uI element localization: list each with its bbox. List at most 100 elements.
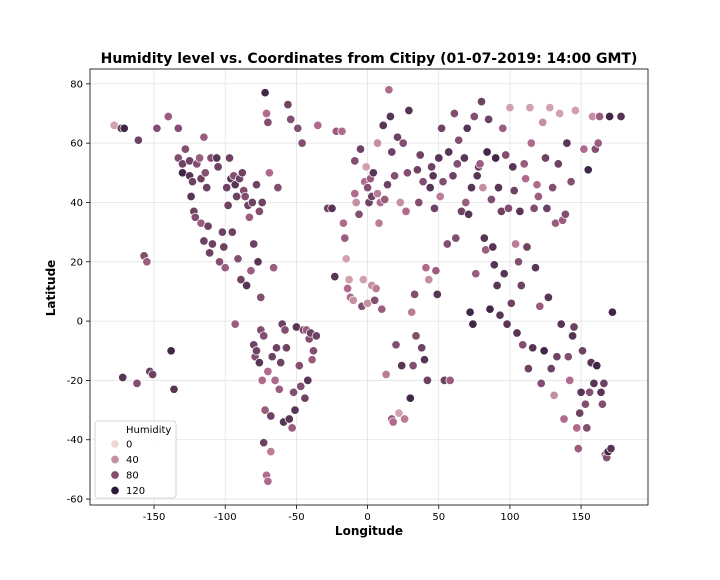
legend-label: 40 xyxy=(126,455,139,466)
data-point xyxy=(429,203,440,213)
data-point xyxy=(372,189,383,199)
data-point xyxy=(492,280,502,291)
data-point xyxy=(227,227,237,237)
data-point xyxy=(539,346,549,356)
data-point xyxy=(187,177,198,187)
data-point xyxy=(269,263,279,273)
data-point xyxy=(350,189,360,199)
data-point xyxy=(402,168,412,178)
data-point xyxy=(397,361,407,371)
gridlines xyxy=(90,69,648,505)
data-point xyxy=(260,405,270,415)
data-point xyxy=(438,177,448,187)
data-point xyxy=(566,177,576,187)
data-point xyxy=(556,319,566,329)
data-point xyxy=(203,221,213,231)
data-point xyxy=(378,120,388,130)
data-point xyxy=(575,408,585,418)
data-point xyxy=(294,361,304,371)
data-point xyxy=(478,183,488,193)
data-point xyxy=(522,242,532,252)
data-point xyxy=(493,183,504,193)
data-point xyxy=(401,206,411,216)
y-tick-label: 0 xyxy=(77,317,83,328)
data-point xyxy=(432,289,442,299)
data-point xyxy=(421,263,431,273)
data-point xyxy=(199,236,209,246)
data-point xyxy=(213,162,223,172)
data-point xyxy=(256,292,266,302)
legend-label: 120 xyxy=(126,486,145,497)
data-point xyxy=(220,263,230,273)
data-point xyxy=(395,197,405,208)
data-point xyxy=(526,138,536,148)
data-point xyxy=(530,263,541,273)
data-point xyxy=(214,257,225,267)
data-point xyxy=(400,414,410,424)
data-point xyxy=(503,203,514,213)
chart-title: Humidity level vs. Coordinates from Citi… xyxy=(101,51,638,67)
data-point xyxy=(371,283,381,294)
data-point xyxy=(595,111,605,122)
data-point xyxy=(232,191,242,202)
data-point xyxy=(348,295,358,305)
data-point xyxy=(308,346,319,356)
data-point xyxy=(259,438,269,448)
data-point xyxy=(410,289,420,299)
data-point xyxy=(466,183,477,193)
data-point xyxy=(350,156,360,166)
legend-label: 0 xyxy=(126,440,132,451)
data-point xyxy=(515,206,525,216)
data-point xyxy=(499,269,509,279)
data-point xyxy=(513,257,524,267)
data-point xyxy=(491,153,501,163)
data-point xyxy=(523,364,533,374)
y-tick-label: 20 xyxy=(70,257,83,268)
data-point xyxy=(382,180,393,190)
data-point xyxy=(482,147,492,157)
data-point xyxy=(199,132,209,142)
data-point xyxy=(506,298,516,308)
data-point xyxy=(536,378,546,388)
data-point xyxy=(173,123,183,133)
data-point xyxy=(553,159,563,169)
data-point xyxy=(508,162,518,172)
data-point xyxy=(222,183,232,193)
data-point xyxy=(533,191,543,202)
data-point xyxy=(313,120,323,130)
data-point xyxy=(337,126,347,136)
data-point xyxy=(572,423,582,433)
data-point xyxy=(212,153,222,163)
data-point xyxy=(244,212,254,222)
data-point xyxy=(257,197,267,208)
data-point xyxy=(427,162,437,172)
data-point xyxy=(418,177,428,187)
data-point xyxy=(542,203,552,213)
data-point xyxy=(411,331,421,341)
data-point xyxy=(344,275,354,285)
data-point xyxy=(166,346,176,356)
data-point xyxy=(555,108,565,119)
data-point xyxy=(485,304,495,314)
data-point xyxy=(552,352,562,362)
legend: Humidity 0 40 80 120 xyxy=(94,420,177,499)
data-point xyxy=(118,372,128,383)
data-point xyxy=(132,378,142,388)
data-point xyxy=(495,310,505,320)
data-point xyxy=(169,384,179,394)
legend-title: Humidity xyxy=(126,425,171,436)
data-point xyxy=(384,85,394,95)
data-point xyxy=(340,233,350,243)
data-point xyxy=(596,387,606,397)
data-point xyxy=(573,444,583,454)
data-point xyxy=(280,325,290,335)
data-point xyxy=(230,319,240,329)
data-point xyxy=(385,111,395,122)
data-point xyxy=(559,414,569,424)
data-point xyxy=(391,340,401,350)
data-point xyxy=(583,165,593,175)
data-point xyxy=(251,180,262,190)
data-point xyxy=(163,111,173,122)
data-point xyxy=(593,138,603,148)
